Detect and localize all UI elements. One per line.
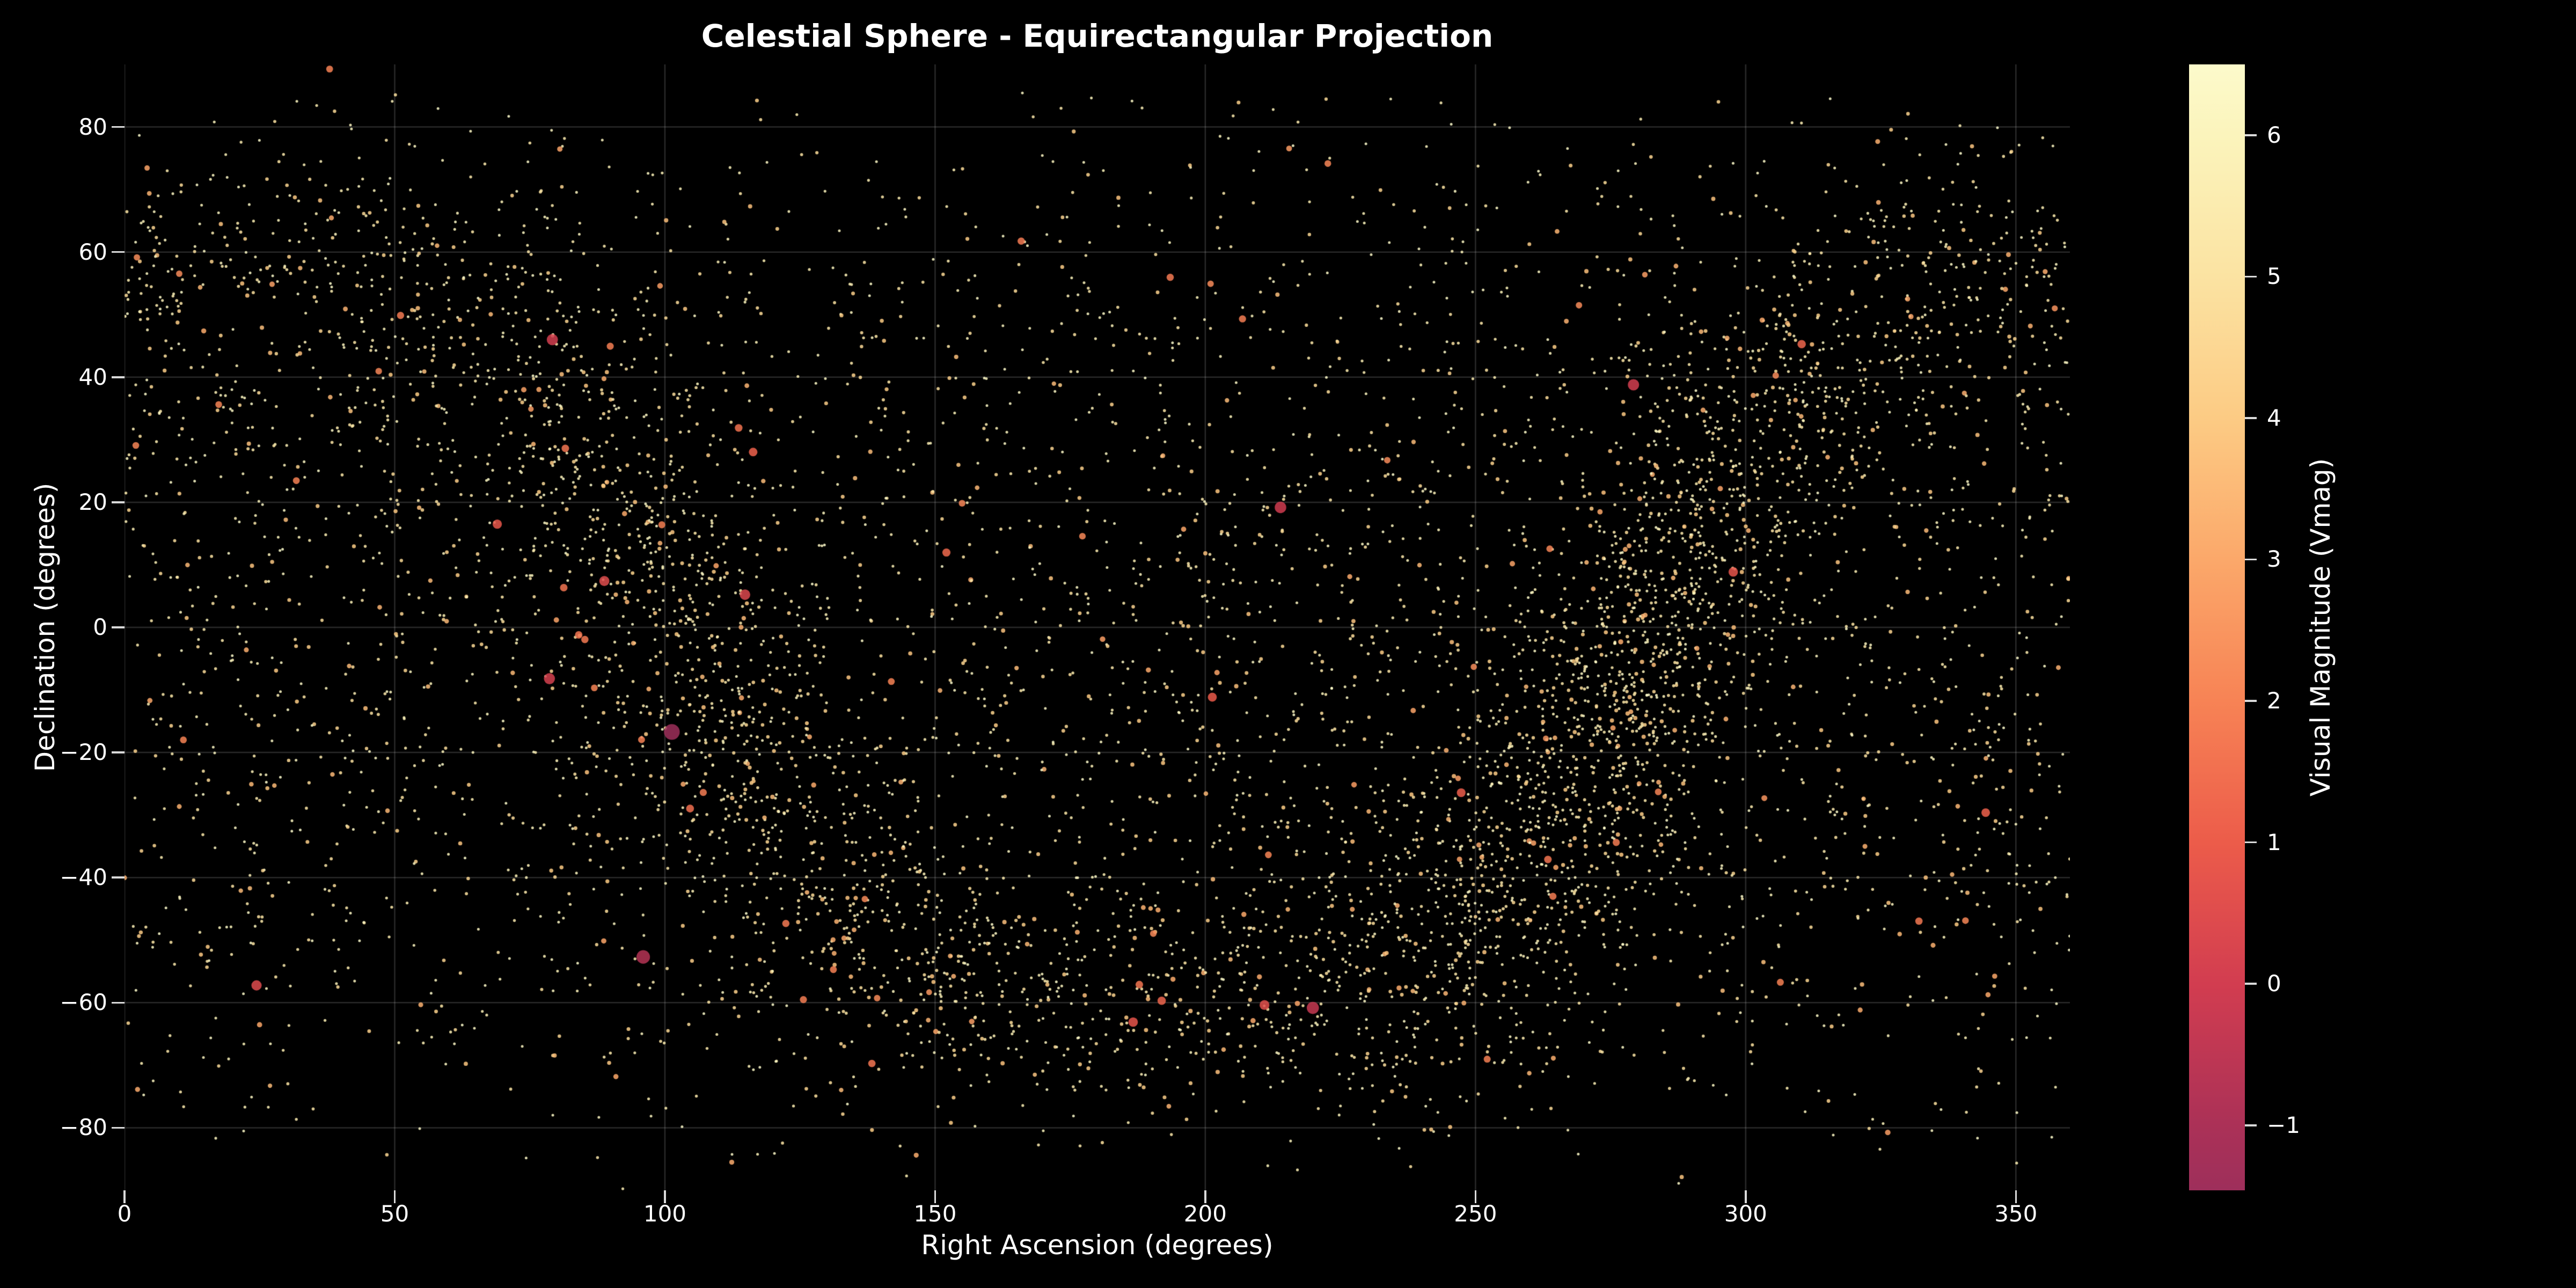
y-tick-label: 0 — [93, 614, 107, 640]
colorbar-tick-mark — [2245, 1124, 2257, 1126]
colorbar-tick-label: 5 — [2267, 263, 2281, 290]
colorbar-label: Visual Magnitude (Vmag) — [2305, 458, 2336, 797]
chart-title: Celestial Sphere - Equirectangular Proje… — [701, 18, 1494, 54]
x-tick-mark — [2015, 1190, 2017, 1203]
y-tick-mark — [112, 1126, 125, 1129]
x-tick-mark — [934, 1190, 936, 1203]
y-tick-label: −20 — [60, 739, 107, 766]
y-tick-label: 60 — [78, 238, 107, 265]
colorbar-tick-label: 1 — [2267, 829, 2281, 855]
y-tick-label: 20 — [78, 488, 107, 515]
x-tick-mark — [393, 1190, 396, 1203]
x-tick-label: 100 — [643, 1201, 687, 1227]
x-tick-label: 150 — [913, 1201, 957, 1227]
x-tick-label: 300 — [1724, 1201, 1767, 1227]
x-tick-label: 250 — [1454, 1201, 1497, 1227]
colorbar-tick-mark — [2245, 558, 2257, 561]
x-tick-mark — [1204, 1190, 1206, 1203]
colorbar-tick-mark — [2245, 417, 2257, 419]
x-tick-mark — [664, 1190, 666, 1203]
y-tick-label: −40 — [60, 864, 107, 891]
y-tick-mark — [112, 751, 125, 753]
x-tick-mark — [123, 1190, 126, 1203]
y-tick-mark — [112, 876, 125, 879]
colorbar — [2189, 64, 2245, 1190]
colorbar-tick-label: 4 — [2267, 404, 2281, 431]
y-tick-mark — [112, 251, 125, 253]
y-axis-label: Declination (degrees) — [30, 482, 61, 772]
y-tick-label: −80 — [60, 1114, 107, 1141]
sky-scatter-canvas — [125, 64, 2070, 1190]
colorbar-tick-label: −1 — [2267, 1111, 2300, 1138]
x-tick-label: 50 — [380, 1201, 409, 1227]
colorbar-tick-mark — [2245, 841, 2257, 844]
colorbar-tick-label: 3 — [2267, 546, 2281, 573]
y-tick-label: −60 — [60, 989, 107, 1016]
colorbar-tick-label: 2 — [2267, 687, 2281, 714]
y-tick-mark — [112, 1001, 125, 1004]
y-tick-mark — [112, 126, 125, 128]
colorbar-tick-mark — [2245, 983, 2257, 985]
y-tick-mark — [112, 501, 125, 503]
x-axis-label: Right Ascension (degrees) — [921, 1230, 1274, 1261]
colorbar-tick-mark — [2245, 134, 2257, 136]
y-tick-mark — [112, 626, 125, 628]
colorbar-tick-mark — [2245, 275, 2257, 278]
x-tick-mark — [1474, 1190, 1477, 1203]
colorbar-tick-mark — [2245, 700, 2257, 702]
colorbar-tick-label: 0 — [2267, 970, 2281, 997]
colorbar-tick-label: 6 — [2267, 121, 2281, 148]
y-tick-label: 80 — [78, 113, 107, 140]
y-tick-mark — [112, 376, 125, 378]
x-tick-label: 200 — [1183, 1201, 1227, 1227]
y-tick-label: 40 — [78, 363, 107, 390]
x-tick-label: 0 — [117, 1201, 132, 1227]
x-tick-mark — [1745, 1190, 1747, 1203]
x-tick-label: 350 — [1994, 1201, 2038, 1227]
